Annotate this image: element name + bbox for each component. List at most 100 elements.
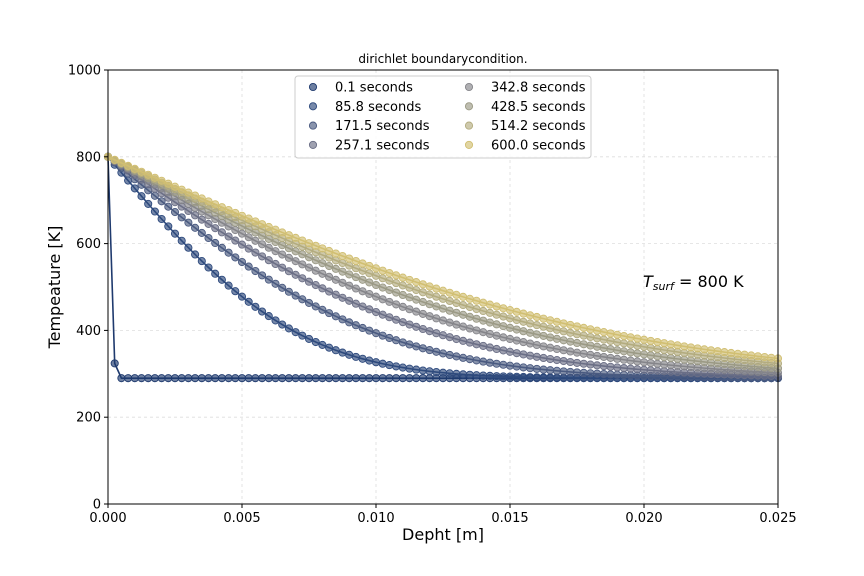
data-point [512, 307, 521, 316]
data-point [378, 283, 387, 292]
data-point [552, 373, 561, 382]
data-point [572, 348, 582, 357]
data-point [512, 362, 521, 371]
data-point [351, 299, 360, 308]
data-point [244, 244, 253, 253]
series-4 [103, 152, 783, 377]
data-point [767, 353, 776, 362]
data-point [727, 348, 736, 358]
data-point [418, 366, 427, 375]
data-point [164, 374, 173, 383]
data-point [311, 241, 320, 250]
data-point [566, 320, 575, 329]
data-point [157, 197, 166, 206]
data-point [579, 368, 588, 377]
data-point [432, 302, 441, 311]
data-point [485, 308, 494, 317]
data-point [479, 316, 488, 325]
data-point [438, 331, 448, 340]
data-point [325, 287, 334, 296]
data-point [519, 350, 528, 359]
data-point [606, 329, 615, 338]
data-point [284, 324, 293, 333]
data-point [552, 325, 561, 334]
data-point [318, 250, 327, 260]
data-point [144, 170, 153, 179]
data-point [164, 202, 173, 211]
data-point [177, 236, 186, 245]
data-point [318, 284, 327, 293]
data-point [405, 293, 414, 302]
data-point [465, 312, 474, 321]
data-point [479, 357, 488, 366]
legend-marker [464, 82, 474, 92]
data-point [412, 365, 421, 374]
data-point [304, 298, 314, 307]
data-point [613, 354, 622, 363]
data-point [164, 222, 173, 231]
data-point [258, 252, 267, 261]
data-point [539, 365, 548, 374]
data-point [398, 318, 407, 327]
data-point [291, 247, 300, 256]
data-point [586, 350, 595, 359]
data-point [311, 256, 320, 265]
data-point [385, 297, 394, 306]
data-point [224, 374, 233, 383]
data-point [204, 219, 213, 228]
data-point [385, 333, 394, 343]
data-point [278, 228, 287, 237]
data-point [358, 266, 367, 275]
data-point [392, 271, 401, 280]
data-point [244, 233, 253, 242]
data-point [418, 324, 427, 334]
data-point [472, 304, 481, 314]
data-point [271, 238, 280, 247]
data-point [271, 225, 280, 234]
data-point [385, 276, 394, 285]
data-point [646, 366, 655, 375]
data-point [479, 306, 488, 316]
data-point [378, 331, 387, 340]
data-point [378, 359, 387, 368]
x-tick-label: 0.005 [223, 511, 260, 526]
data-point [660, 339, 669, 348]
data-point [217, 218, 226, 227]
data-point [412, 374, 421, 383]
data-point [385, 268, 394, 278]
data-point [552, 317, 561, 326]
data-point [298, 236, 307, 245]
data-point [438, 286, 448, 295]
x-tick-label: 0.010 [357, 511, 394, 526]
data-point [418, 288, 427, 297]
data-point [398, 273, 407, 282]
data-point [686, 356, 695, 365]
data-point [412, 307, 421, 316]
data-point [452, 290, 461, 299]
data-point [619, 355, 628, 364]
data-point [499, 372, 508, 381]
data-point [304, 277, 314, 286]
data-point [371, 329, 381, 338]
data-point [526, 339, 535, 348]
data-point [217, 203, 226, 212]
data-point [579, 323, 588, 332]
data-point [137, 167, 146, 176]
data-point [231, 208, 240, 217]
legend-marker [464, 140, 474, 149]
data-point [405, 283, 414, 292]
data-point [459, 322, 468, 331]
data-point [325, 253, 334, 262]
data-point [586, 369, 595, 378]
data-point [170, 208, 180, 217]
data-point [284, 231, 293, 240]
data-point [271, 259, 280, 269]
data-point [512, 336, 521, 345]
data-point [365, 269, 374, 278]
data-point [284, 374, 293, 383]
data-point [371, 280, 381, 290]
data-point [639, 350, 649, 359]
data-point [298, 374, 307, 383]
data-point [338, 348, 347, 357]
data-point [117, 374, 126, 383]
